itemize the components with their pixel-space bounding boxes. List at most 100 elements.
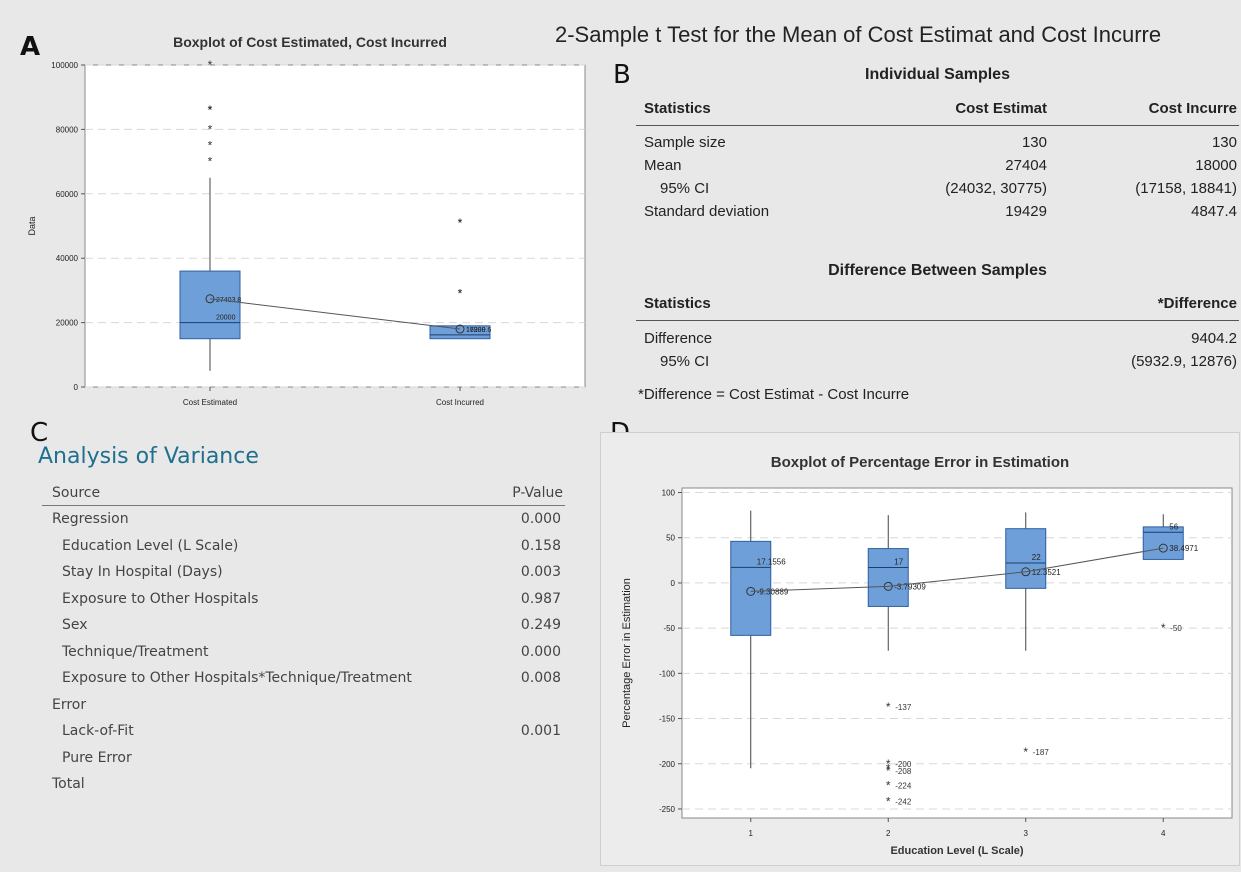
anova-row: Total — [42, 776, 565, 802]
row-label: Mean — [644, 157, 682, 174]
outlier-point: * — [1023, 745, 1028, 759]
anova-source: Sex — [62, 617, 88, 633]
y-tick-label: -150 — [659, 715, 676, 724]
anova-source: Education Level (L Scale) — [62, 537, 239, 554]
outlier-point: * — [208, 139, 213, 153]
box — [429, 325, 491, 340]
outlier-point: * — [208, 103, 213, 117]
row-label: Standard deviation — [644, 203, 770, 220]
outlier-label: -137 — [895, 703, 912, 712]
median-label: 16200 — [466, 327, 486, 334]
mean-label: 38.4971 — [1169, 544, 1198, 553]
y-tick-label: -200 — [659, 760, 676, 769]
anova-p-value: 0.249 — [520, 617, 561, 633]
anova-row: Sex 0.249 — [42, 617, 565, 643]
table-row: 95% CI (5932.9, 12876) — [636, 353, 1239, 375]
y-axis-label: Percentage Error in Estimation — [621, 578, 633, 728]
chart-a-boxplot: 0 20000 40000 60000 80000 100000 Cost Estimate… — [27, 58, 586, 407]
anova-row: Pure Error — [42, 750, 565, 776]
col-cost-estimat: Cost Estimat — [955, 100, 1047, 117]
row-value-incurre: 130 — [1211, 134, 1237, 151]
difference-rule — [636, 320, 1239, 321]
anova-source: Total — [52, 776, 85, 792]
mean-label: 17999.6 — [466, 327, 491, 334]
outlier-point: * — [458, 216, 463, 230]
median-label: 22 — [1032, 553, 1041, 562]
plot-area — [84, 64, 586, 388]
outlier-point: * — [208, 155, 213, 169]
mean-label: 12.3521 — [1032, 568, 1061, 577]
row-label: 95% CI — [660, 353, 710, 370]
table-row: Sample size 130 130 — [636, 134, 1239, 156]
box — [179, 270, 241, 340]
anova-row: Regression 0.000 — [42, 511, 565, 537]
anova-source: Technique/Treatment — [62, 643, 209, 660]
y-tick-label: 50 — [666, 534, 675, 543]
y-tick-label: 80000 — [56, 125, 79, 134]
difference-footnote: *Difference = Cost Estimat - Cost Incurr… — [638, 386, 910, 403]
anova-header-row: Source P-Value — [42, 485, 565, 511]
anova-source: Lack-of-Fit — [62, 723, 134, 739]
outlier-label: -187 — [1033, 748, 1050, 757]
anova-table: Source P-Value Regression 0.000 Education … — [42, 483, 565, 813]
outlier-point: * — [1161, 621, 1166, 635]
row-value-estimat: 27404 — [1005, 157, 1047, 174]
row-label: Sample size — [644, 134, 726, 151]
y-tick-label: -100 — [659, 669, 676, 678]
chart-d-title: Boxplot of Percentage Error in Estimatio… — [770, 454, 1070, 471]
individual-samples-heading: Individual Samples — [865, 66, 1010, 83]
y-tick-label: 100 — [662, 489, 676, 498]
median-label: 17.1556 — [757, 557, 786, 566]
anova-source: Pure Error — [62, 749, 132, 766]
plot-area — [681, 487, 1233, 819]
box — [867, 548, 909, 607]
mean-connect-line — [209, 298, 461, 330]
outlier-label: -50 — [1170, 624, 1182, 633]
x-tick-label: Cost Estimated — [183, 398, 237, 407]
outlier-point: * — [208, 103, 213, 117]
anova-source: Stay In Hospital (Days) — [62, 564, 223, 580]
x-tick-label: 3 — [1024, 829, 1029, 838]
anova-row: Technique/Treatment 0.000 — [42, 644, 565, 670]
anova-source: Exposure to Other Hospitals — [62, 590, 259, 607]
anova-rule — [42, 505, 565, 506]
anova-p-value: 0.000 — [520, 643, 561, 660]
mean-point — [1158, 543, 1168, 553]
anova-source: Regression — [52, 511, 129, 527]
row-value-estimat: (24032, 30775) — [945, 180, 1047, 197]
difference-heading: Difference Between Samples — [828, 262, 1047, 279]
table-row: Difference 9404.2 — [636, 330, 1239, 352]
table-row: Mean 27404 18000 — [636, 157, 1239, 179]
median-label: 17 — [894, 558, 903, 567]
table-row: Standard deviation 19429 4847.4 — [636, 203, 1239, 225]
y-tick-label: 100000 — [51, 61, 78, 70]
outlier-point: * — [458, 216, 463, 230]
row-value-incurre: 18000 — [1195, 157, 1237, 174]
anova-row: Stay In Hospital (Days) 0.003 — [42, 564, 565, 590]
mean-connect-line — [750, 547, 1164, 592]
row-value-estimat: 130 — [1021, 134, 1047, 151]
mean-label: 27403.8 — [216, 297, 241, 304]
anova-source: Exposure to Other Hospitals*Technique/Tr… — [62, 670, 412, 686]
anova-title: Analysis of Variance — [38, 444, 259, 469]
row-label: Difference — [644, 330, 713, 347]
outlier-point: * — [886, 700, 891, 714]
box — [1005, 528, 1047, 589]
outlier-point: * — [886, 795, 891, 809]
y-tick-label: -250 — [659, 805, 676, 814]
individual-rule — [636, 125, 1239, 126]
anova-p-value: 0.001 — [520, 723, 561, 739]
outlier-point: * — [208, 58, 213, 72]
chart-d-boxplot: -250 -200 -150 -100 -50 0 50 100 1 2 3 4 Percentage … — [621, 487, 1233, 857]
y-tick-label: 60000 — [56, 190, 79, 199]
panel-letter-c: C — [30, 418, 49, 448]
outlier-label: -242 — [895, 798, 912, 807]
anova-row: Exposure to Other Hospitals 0.987 — [42, 591, 565, 617]
outlier-point: * — [458, 287, 463, 301]
outlier-point: * — [208, 103, 213, 117]
panel-letter-b: B — [613, 60, 631, 90]
col-p-value: P-Value — [512, 485, 563, 501]
mean-label: -3.79309 — [894, 582, 926, 591]
panel-letter-a: A — [20, 32, 41, 62]
anova-row: Exposure to Other Hospitals*Technique/Tr… — [42, 670, 565, 696]
